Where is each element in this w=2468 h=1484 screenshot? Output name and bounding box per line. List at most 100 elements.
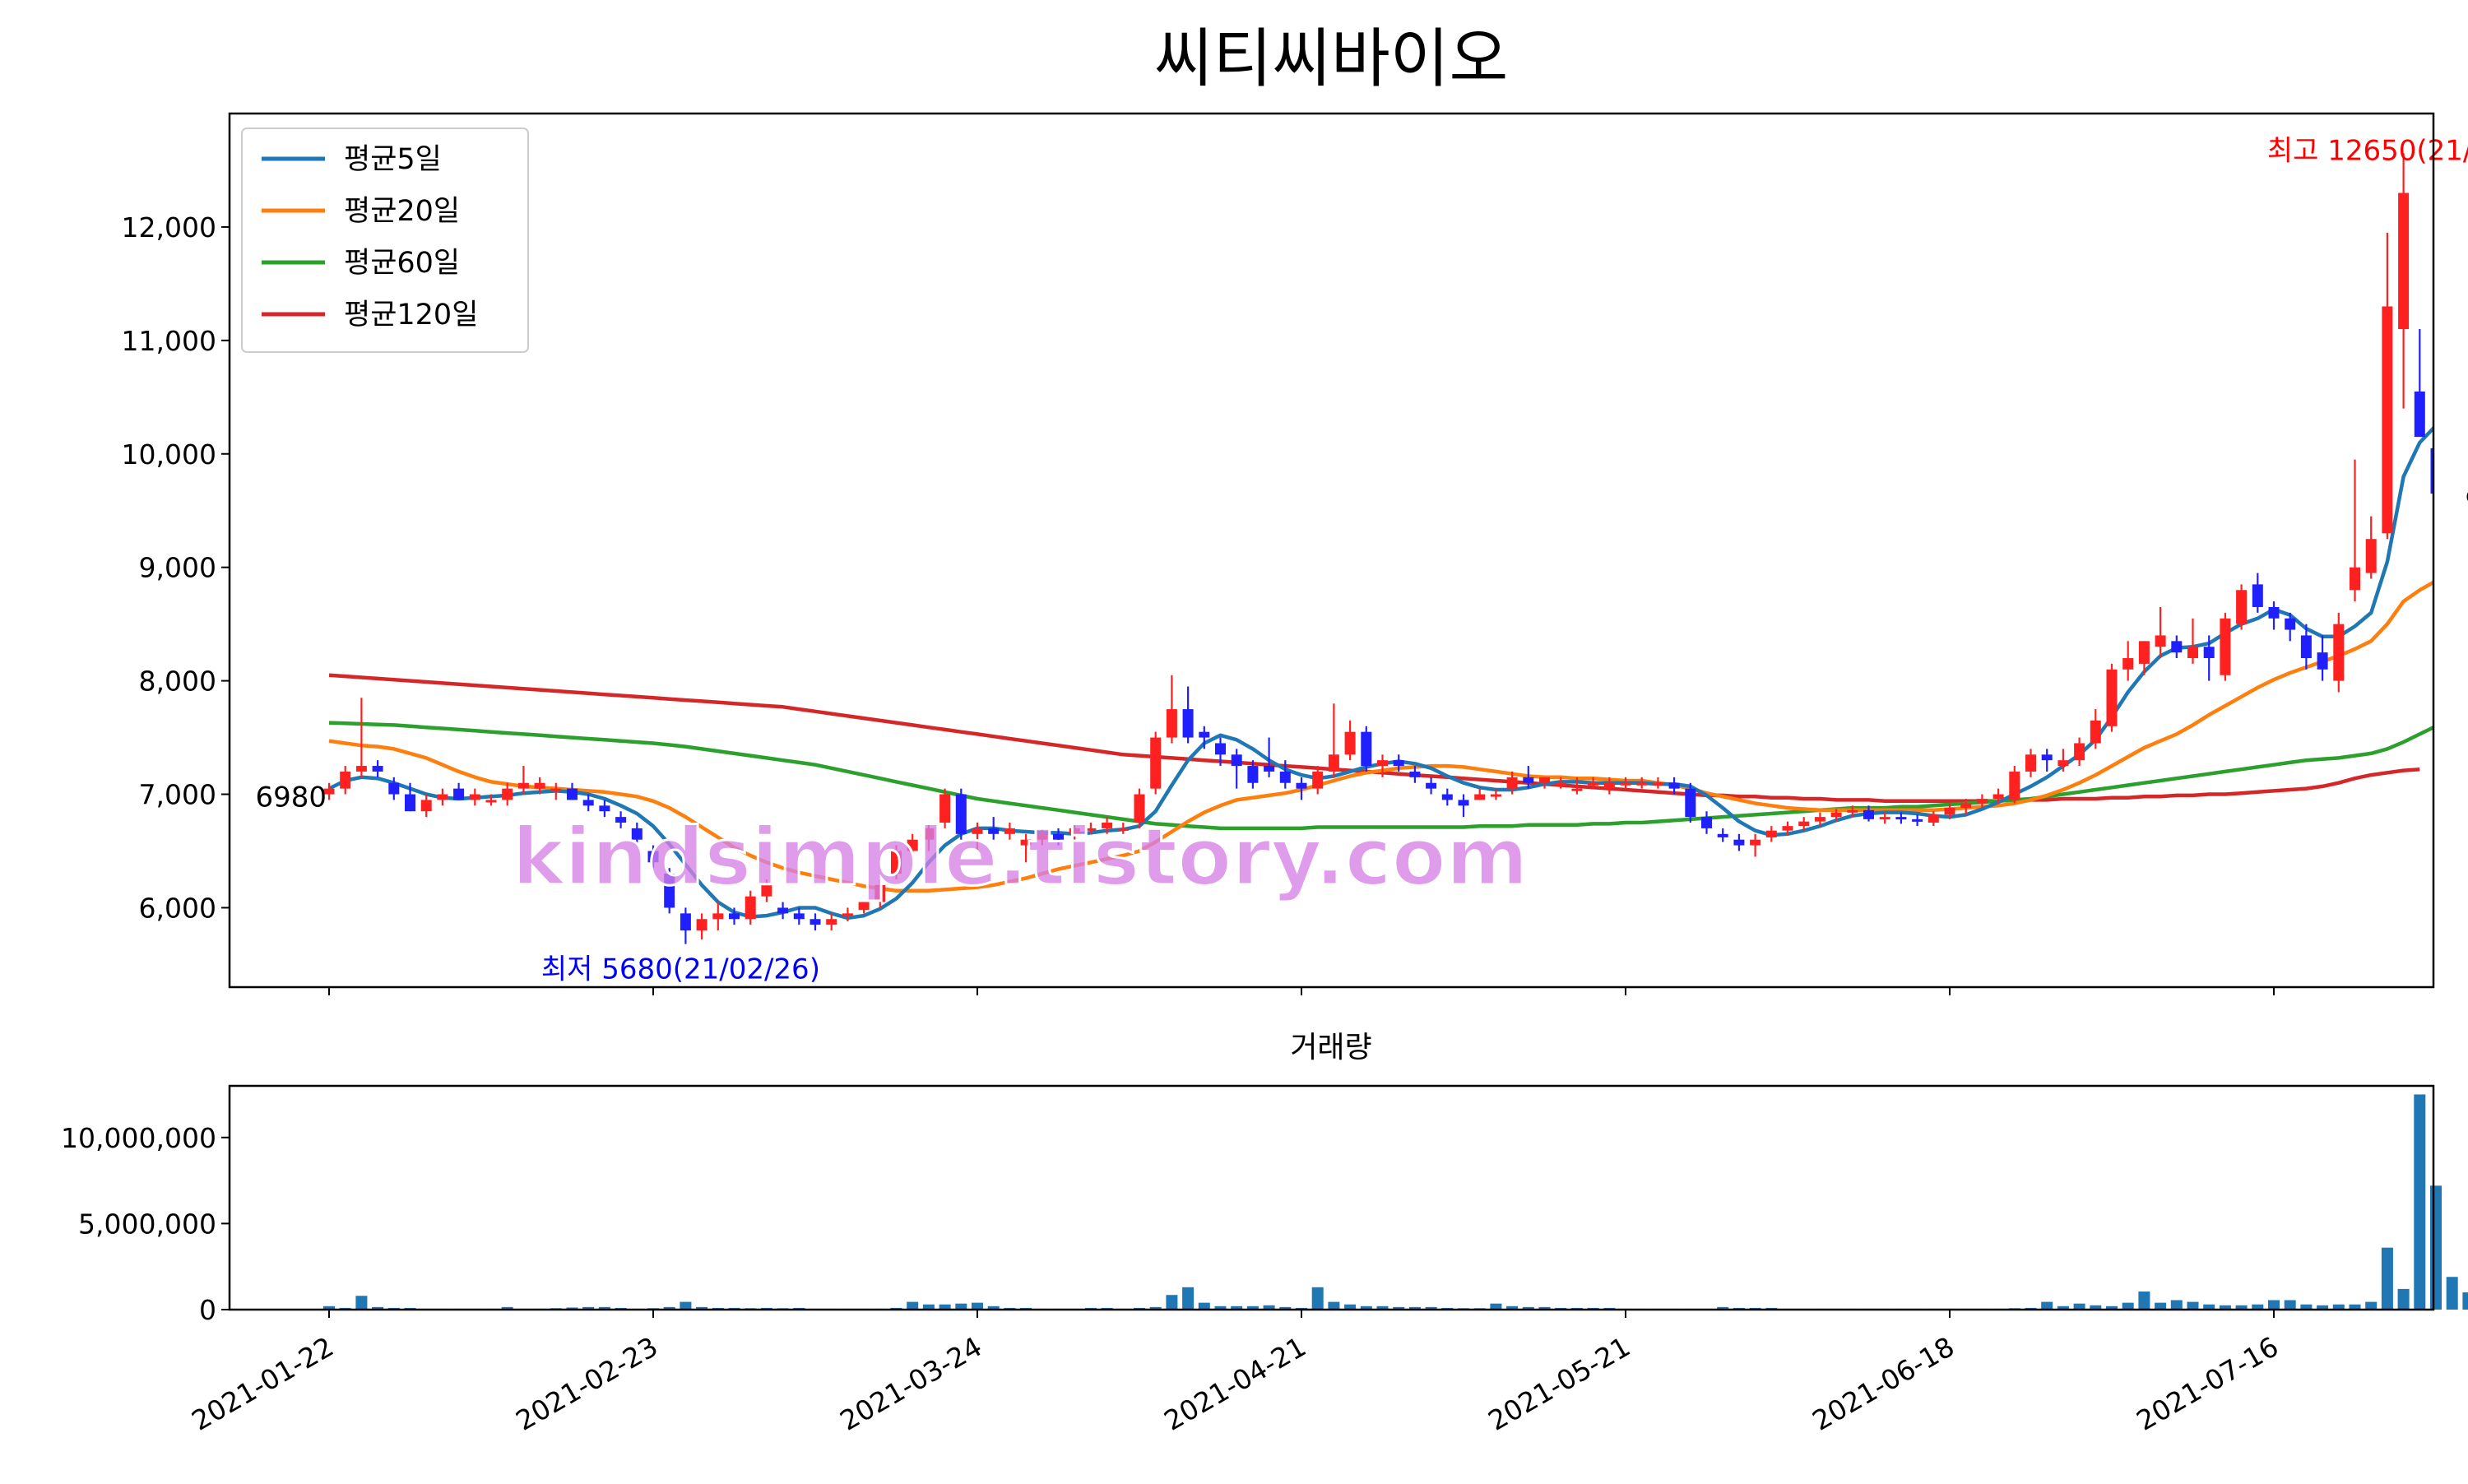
candle-body	[1183, 709, 1194, 737]
candle-body	[697, 919, 707, 930]
candle-body	[2090, 721, 2101, 744]
candle-body	[2269, 607, 2280, 619]
volume-bar	[1182, 1287, 1194, 1310]
volume-bar	[680, 1302, 691, 1310]
candle-body	[1264, 766, 1274, 772]
candlestick	[1685, 783, 1696, 823]
volume-bar	[1166, 1295, 1177, 1310]
candle-body	[1474, 795, 1485, 800]
candle-body	[356, 766, 367, 772]
volume-bar	[972, 1303, 983, 1310]
volume-bar	[2462, 1292, 2468, 1310]
candle-body	[810, 919, 821, 925]
high-price-annotation: 최고 12650(21/07/15)	[2267, 134, 2468, 167]
volume-bar	[2365, 1302, 2377, 1310]
candle-body	[437, 795, 448, 800]
volume-y-tick-label: 5,000,000	[78, 1208, 216, 1240]
candlestick	[2220, 613, 2230, 681]
candlestick	[2333, 613, 2344, 693]
candle-body	[1701, 817, 1712, 828]
watermark: kindsimple.tistory.com	[512, 811, 1528, 903]
candle-body	[1863, 810, 1874, 819]
candle-body	[777, 907, 788, 913]
candle-body	[2042, 754, 2053, 760]
legend-label-ma60: 평균60일	[344, 247, 460, 280]
volume-bar	[2268, 1300, 2280, 1310]
candle-body	[1426, 783, 1436, 789]
candle-body	[2171, 641, 2182, 652]
candle-body	[1150, 738, 1161, 789]
volume-y-tick-label: 0	[199, 1294, 216, 1326]
candle-body	[2220, 619, 2230, 675]
volume-bar	[2171, 1300, 2183, 1310]
candle-body	[1539, 777, 1550, 783]
chart-title: 씨티씨바이오	[1154, 22, 1509, 96]
legend-label-ma20: 평균20일	[344, 195, 460, 228]
candle-body	[421, 800, 432, 811]
candlestick	[1361, 726, 1371, 772]
candle-body	[1847, 810, 1858, 813]
candle-body	[1377, 760, 1388, 766]
legend-label-ma5: 평균5일	[344, 143, 442, 176]
volume-bar	[2041, 1302, 2053, 1310]
start-price-label: 6980	[255, 781, 327, 814]
candle-body	[1685, 789, 1696, 817]
candle-body	[1588, 783, 1598, 786]
y-tick-label: 12,000	[122, 211, 216, 243]
candle-body	[2252, 584, 2263, 607]
candle-body	[470, 795, 480, 800]
candle-body	[1783, 826, 1793, 831]
candle-body	[1507, 777, 1518, 789]
candle-body	[1912, 819, 1923, 822]
volume-bar	[2398, 1289, 2410, 1310]
candle-body	[1442, 795, 1453, 800]
candle-body	[2155, 635, 2166, 647]
volume-bar	[2414, 1094, 2425, 1310]
candle-body	[1636, 783, 1647, 786]
candle-body	[1571, 789, 1582, 791]
volume-bar	[2430, 1185, 2442, 1310]
y-tick-label: 10,000	[122, 438, 216, 471]
candle-body	[1831, 813, 1842, 818]
candle-body	[486, 800, 497, 802]
y-tick-label: 6,000	[139, 892, 216, 924]
candle-body	[583, 800, 594, 805]
candle-body	[405, 795, 415, 812]
candle-body	[2025, 754, 2036, 772]
candle-body	[2285, 619, 2295, 630]
candle-body	[1345, 732, 1356, 755]
volume-y-tick-label: 10,000,000	[61, 1122, 216, 1154]
candle-body	[1556, 783, 1566, 786]
volume-bar	[1199, 1303, 1210, 1310]
candle-body	[2187, 647, 2198, 658]
volume-bar	[2138, 1292, 2150, 1310]
candle-body	[712, 913, 723, 919]
candle-body	[1880, 817, 1890, 819]
volume-bar	[2187, 1302, 2199, 1310]
volume-chart-title: 거래량	[1290, 1031, 1371, 1064]
candle-body	[1604, 783, 1615, 789]
candle-body	[1798, 822, 1809, 827]
volume-bar	[2382, 1248, 2393, 1310]
volume-bar	[2447, 1277, 2458, 1310]
volume-bar	[2155, 1303, 2166, 1310]
candle-body	[2122, 658, 2133, 670]
candle-body	[859, 902, 870, 911]
candle-body	[1523, 777, 1533, 783]
candle-body	[1945, 808, 1955, 814]
candle-body	[1247, 766, 1258, 783]
candle-body	[1280, 772, 1291, 783]
candle-body	[1167, 709, 1177, 737]
y-tick-label: 11,000	[122, 325, 216, 357]
candle-body	[535, 783, 545, 789]
candle-body	[1977, 799, 1988, 804]
candle-body	[2366, 539, 2377, 573]
candle-body	[2333, 624, 2344, 681]
legend-label-ma120: 평균120일	[344, 299, 478, 332]
candle-body	[842, 913, 853, 916]
candle-body	[2415, 392, 2425, 437]
candle-body	[2107, 670, 2118, 726]
candle-body	[2382, 306, 2392, 533]
last-price-label: 9590	[2465, 485, 2468, 517]
